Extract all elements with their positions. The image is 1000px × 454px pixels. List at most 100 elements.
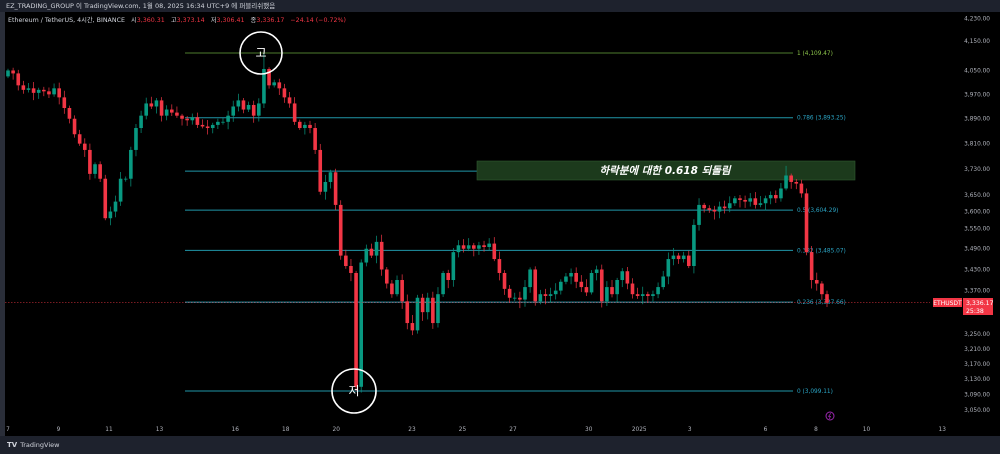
candle-body	[384, 269, 389, 284]
candle	[712, 205, 717, 220]
candle-body	[692, 224, 696, 266]
price-tag-value: 3,336.17	[966, 300, 994, 307]
time-axis-label: 9	[57, 427, 61, 433]
candle	[277, 78, 282, 95]
price-axis[interactable]: 4,230.00 4,150.00 4,050.00 3,970.00 3,890.00…	[964, 16, 990, 414]
candle	[257, 98, 261, 122]
candle	[472, 242, 476, 257]
candle-body	[72, 118, 77, 135]
candle-body	[661, 276, 665, 288]
retracement-zone[interactable]: 하락분에 대한 0.618 되돌림	[476, 160, 856, 181]
candle-body	[257, 103, 261, 116]
high-marker[interactable]: 고	[239, 31, 283, 75]
candle	[651, 290, 655, 302]
candle	[139, 110, 143, 133]
price-axis-label: 3,650.00	[964, 193, 990, 199]
price-axis-label: 3,810.00	[964, 142, 990, 148]
candle	[154, 97, 159, 114]
candle	[318, 143, 323, 195]
candle	[640, 286, 645, 305]
candle	[523, 280, 527, 307]
low-marker[interactable]: 저	[331, 368, 377, 414]
symbol-legend: Ethereum / TetherUS, 4시간, BINANCE 시3,360…	[8, 15, 346, 24]
candle	[282, 83, 287, 103]
candle-body	[579, 281, 584, 288]
events-icon[interactable]	[825, 411, 835, 421]
candle	[134, 123, 138, 157]
time-axis-label: 7	[6, 427, 10, 433]
candle	[369, 243, 374, 259]
price-axis-label: 4,150.00	[964, 39, 990, 45]
candle	[779, 182, 783, 202]
candle-body	[717, 206, 722, 212]
candle	[753, 192, 758, 209]
price-axis-label: 3,550.00	[964, 226, 990, 232]
candle	[456, 240, 461, 258]
candle	[789, 173, 793, 189]
candle-body	[461, 245, 466, 249]
candle-body	[216, 121, 220, 125]
candle-body	[359, 262, 363, 387]
candle	[676, 252, 681, 264]
candle-body	[267, 68, 271, 86]
candle	[31, 82, 36, 101]
candle	[384, 267, 389, 289]
candle	[564, 272, 568, 285]
candle	[482, 240, 486, 252]
candle	[62, 90, 67, 114]
candle-body	[666, 259, 671, 277]
candle-body	[190, 117, 195, 121]
low-label: 저	[210, 17, 217, 24]
candle-body	[93, 164, 97, 174]
candle	[226, 110, 230, 130]
candle-body	[287, 97, 292, 104]
candle	[646, 291, 650, 303]
candle-body	[502, 272, 507, 289]
tradingview-logo-icon[interactable]: TV	[7, 441, 18, 449]
candle-body	[42, 89, 46, 92]
candle	[661, 270, 665, 290]
candle-body	[487, 243, 491, 247]
candle	[67, 105, 72, 124]
fib-level-label: 0 (3,099.11)	[797, 389, 833, 395]
candle-body	[164, 109, 169, 116]
candle-body	[794, 181, 799, 184]
time-axis[interactable]: 7 9 11 13 16 18 20 23 25 27 30 2025 3 6 8 10 13	[6, 427, 946, 433]
candle	[804, 188, 809, 256]
candle	[349, 259, 353, 282]
candle	[630, 278, 635, 299]
candle-body	[31, 88, 36, 93]
candle-body	[113, 201, 118, 212]
candle	[118, 171, 123, 206]
change-value: −24.14 (−0.72%)	[290, 17, 346, 24]
candle-body	[6, 70, 10, 77]
symbol-tag: ETHUSDT	[933, 300, 962, 307]
candle-body	[282, 88, 287, 98]
candle-body	[789, 175, 793, 182]
candle-body	[185, 118, 189, 121]
candle-body	[523, 287, 527, 300]
time-axis-label: 30	[585, 427, 593, 433]
candle-body	[584, 287, 589, 293]
fib-level-label: 0.382 (3,485.07)	[797, 248, 846, 254]
candle-body	[630, 283, 635, 295]
candle-body	[200, 124, 205, 127]
candle	[784, 165, 788, 191]
candle-body	[379, 241, 384, 270]
candle	[686, 250, 691, 269]
candle	[272, 79, 276, 88]
footer-brand[interactable]: TradingView	[20, 441, 60, 449]
time-axis-label: 11	[105, 427, 113, 433]
candle-body	[671, 255, 676, 260]
time-axis-label: 16	[232, 427, 240, 433]
candle	[82, 138, 87, 157]
candle	[605, 281, 609, 307]
zone-box[interactable]	[476, 160, 856, 181]
candle-body	[681, 255, 686, 260]
candle-body	[246, 104, 251, 110]
candle	[825, 290, 829, 308]
candle	[569, 268, 573, 285]
open-label: 시	[130, 17, 137, 24]
candle	[52, 83, 56, 97]
